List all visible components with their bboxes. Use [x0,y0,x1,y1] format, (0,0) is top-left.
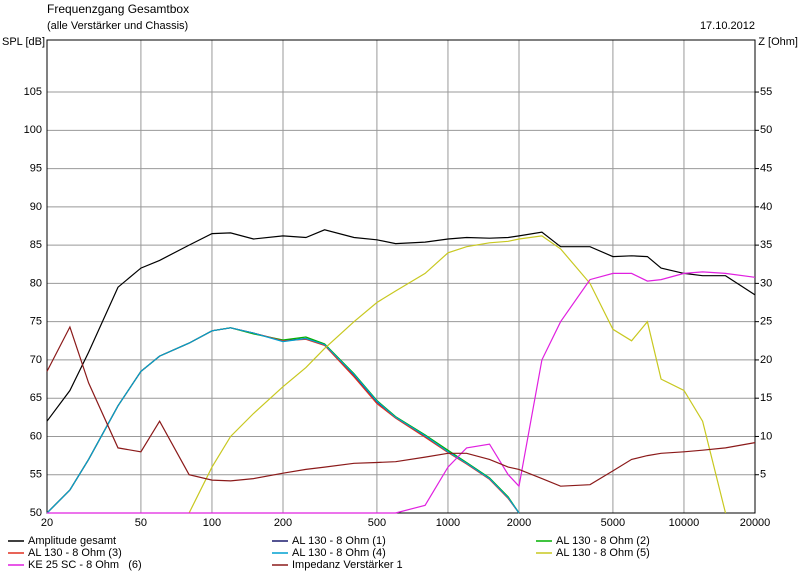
plot-border [46,39,756,514]
y2-tick-label: 55 [760,86,772,98]
y-tick-label: 100 [24,124,42,136]
legend-label: KE 25 SC - 8 Ohm (6) [28,559,142,571]
legend-label: Impedanz Verstärker 1 [292,559,403,571]
x-tick-label: 5000 [601,517,625,529]
y-tick-label: 75 [30,316,42,328]
legend-label: AL 130 - 8 Ohm (4) [292,547,386,559]
y2-tick-label: 20 [760,354,772,366]
x-tick-label: 1000 [436,517,460,529]
x-tick-label: 50 [135,517,147,529]
y-tick-label: 50 [30,507,42,519]
legend-label: Amplitude gesamt [28,535,116,547]
series-line [46,229,756,422]
legend-label: AL 130 - 8 Ohm (1) [292,535,386,547]
series-line [46,325,756,487]
y-tick-label: 95 [30,162,42,174]
series-line [47,271,756,514]
y2-tick-label: 25 [760,316,772,328]
legend-label: AL 130 - 8 Ohm (5) [556,547,650,559]
y2-tick-label: 10 [760,430,772,442]
y-tick-label: 80 [30,277,42,289]
x-tick-label: 500 [368,517,386,529]
y-tick-label: 55 [30,469,42,481]
y2-tick-label: 50 [760,124,772,136]
chart-subtitle: (alle Verstärker und Chassis) [47,20,188,32]
chart-title: Frequenzgang Gesamtbox [47,2,189,16]
y2-tick-label: 35 [760,239,772,251]
series-line [188,235,727,514]
y-tick-label: 60 [30,430,42,442]
y-tick-label: 105 [24,86,42,98]
y-tick-label: 65 [30,392,42,404]
y2-tick-label: 30 [760,277,772,289]
y2-axis-label: Z [Ohm] [758,36,798,48]
chart-date: 17.10.2012 [700,20,755,32]
y2-tick-label: 45 [760,162,772,174]
y2-tick-label: 40 [760,201,772,213]
x-tick-label: 10000 [669,517,700,529]
y-axis-label: SPL [dB] [2,36,45,48]
y2-tick-label: 15 [760,392,772,404]
x-tick-label: 20 [41,517,53,529]
y-tick-label: 70 [30,354,42,366]
y-tick-label: 85 [30,239,42,251]
x-tick-label: 2000 [507,517,531,529]
legend-label: AL 130 - 8 Ohm (2) [556,535,650,547]
x-tick-label: 100 [203,517,221,529]
y-tick-label: 90 [30,201,42,213]
plot-area [47,40,755,513]
legend-label: AL 130 - 8 Ohm (3) [28,547,122,559]
x-tick-label: 20000 [740,517,771,529]
y2-tick-label: 5 [760,469,766,481]
x-tick-label: 200 [274,517,292,529]
